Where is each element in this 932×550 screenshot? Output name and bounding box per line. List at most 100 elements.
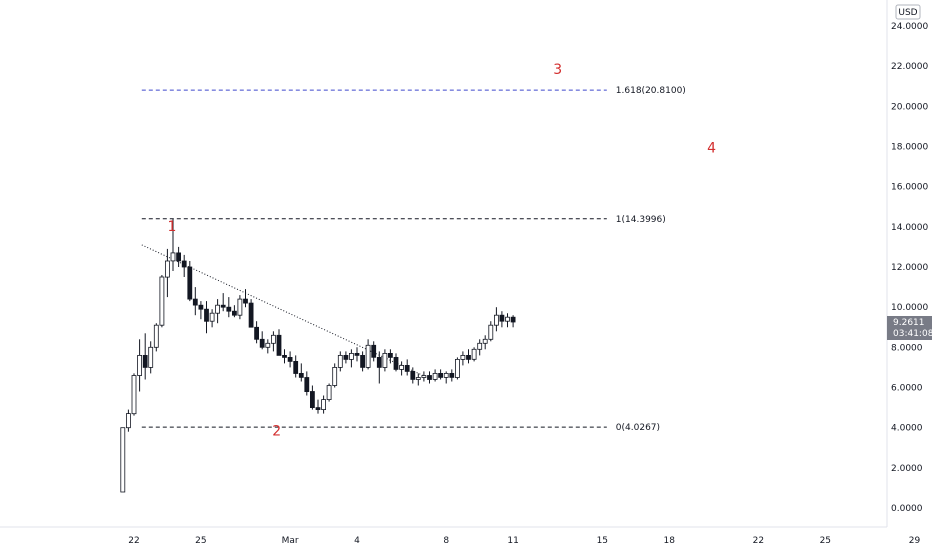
wave-label[interactable]: 1 — [167, 219, 176, 235]
fib-retracement[interactable]: 1.618(20.8100) 1(14.3996) 0(4.0267) — [141, 86, 686, 433]
candle-body — [243, 298, 248, 304]
price-axis[interactable]: 0.0000 2.0000 4.0000 6.0000 8.0000 10.0000 12.… — [891, 22, 928, 514]
candle — [510, 315, 516, 328]
candle — [198, 301, 204, 320]
candle-body — [427, 375, 432, 380]
candle — [393, 353, 399, 372]
candle-body — [382, 352, 388, 368]
candle — [259, 331, 265, 350]
x-tick-label: 25 — [195, 536, 206, 546]
candle-body — [304, 377, 310, 393]
candle — [471, 347, 477, 362]
candle — [187, 261, 193, 302]
y-tick-label: 14.0000 — [891, 223, 928, 233]
candle — [410, 367, 416, 384]
candle-body — [198, 304, 204, 310]
candle — [231, 305, 237, 318]
candle-body — [438, 372, 444, 378]
candle — [477, 339, 483, 356]
y-tick-label: 0.0000 — [891, 504, 923, 514]
candle-body — [309, 391, 315, 409]
candle-body — [460, 354, 466, 360]
candle — [488, 321, 494, 342]
candle — [415, 373, 421, 386]
candle — [365, 339, 371, 370]
candle-body — [410, 370, 416, 380]
fib-level-label: 0(4.0267) — [616, 423, 660, 433]
candle — [164, 248, 170, 298]
candle-body — [287, 356, 293, 362]
candle-body — [415, 377, 421, 380]
candle-body — [181, 260, 187, 268]
candle-body — [254, 326, 260, 340]
y-tick-label: 24.0000 — [891, 22, 928, 32]
candle-body — [393, 356, 399, 370]
last-price-countdown: 03:41:08 — [893, 329, 932, 339]
time-axis[interactable]: 22 25 Mar 4 8 11 15 18 22 25 29 — [128, 536, 920, 546]
y-tick-label: 16.0000 — [891, 183, 928, 193]
candle — [382, 349, 388, 372]
candle — [243, 289, 248, 308]
candle-body — [443, 372, 449, 378]
currency-box[interactable] — [895, 4, 921, 20]
candle-body — [131, 375, 137, 415]
candle — [287, 351, 293, 368]
candle — [387, 349, 393, 364]
candle-body — [354, 352, 360, 356]
candle — [248, 299, 254, 328]
candle-body — [321, 399, 327, 411]
candle-body — [187, 266, 193, 300]
candle-body — [220, 304, 226, 308]
candle — [170, 218, 176, 271]
candle — [482, 335, 488, 350]
y-tick-label: 4.0000 — [891, 424, 923, 434]
candle-body — [471, 348, 477, 360]
candle — [131, 373, 137, 416]
candle-body — [466, 354, 471, 360]
candle-body — [170, 252, 176, 262]
trendline[interactable] — [141, 244, 430, 379]
last-price-tag-bg — [887, 316, 932, 340]
candle-body — [477, 342, 483, 350]
wave-label[interactable]: 3 — [553, 62, 562, 78]
candle-body — [120, 427, 126, 493]
candle — [192, 287, 198, 316]
y-tick-label: 12.0000 — [891, 263, 928, 273]
candle-body — [482, 338, 488, 344]
candle-body — [293, 360, 299, 374]
candle-body — [348, 352, 354, 360]
wave-label[interactable]: 2 — [272, 424, 281, 440]
candle — [276, 329, 282, 356]
candle — [265, 339, 271, 354]
candle-body — [505, 316, 510, 322]
candle — [443, 371, 449, 384]
candle — [505, 313, 510, 328]
candle — [254, 321, 260, 344]
x-tick-label: 25 — [820, 536, 831, 546]
y-tick-label: 10.0000 — [891, 303, 928, 313]
candle-body — [276, 334, 282, 356]
candle — [304, 371, 310, 396]
candle-body — [209, 312, 215, 322]
candle — [354, 347, 360, 362]
x-tick-label: Mar — [282, 536, 299, 546]
candle — [343, 351, 349, 364]
candle — [493, 307, 499, 332]
candle-body — [387, 352, 393, 358]
candle-body — [421, 375, 427, 378]
candle — [499, 311, 505, 328]
y-tick-label: 20.0000 — [891, 102, 928, 112]
candle — [126, 409, 131, 432]
candle — [371, 341, 377, 362]
y-tick-label: 6.0000 — [891, 384, 923, 394]
candle — [326, 383, 332, 402]
candle-body — [332, 366, 338, 386]
candle — [237, 295, 243, 320]
wave-label[interactable]: 4 — [707, 141, 716, 157]
candle — [376, 351, 382, 384]
candle-body — [176, 252, 182, 262]
elliott-wave-labels[interactable]: 1 2 3 4 — [167, 62, 716, 440]
candle — [176, 246, 182, 267]
x-tick-label: 4 — [354, 536, 360, 546]
